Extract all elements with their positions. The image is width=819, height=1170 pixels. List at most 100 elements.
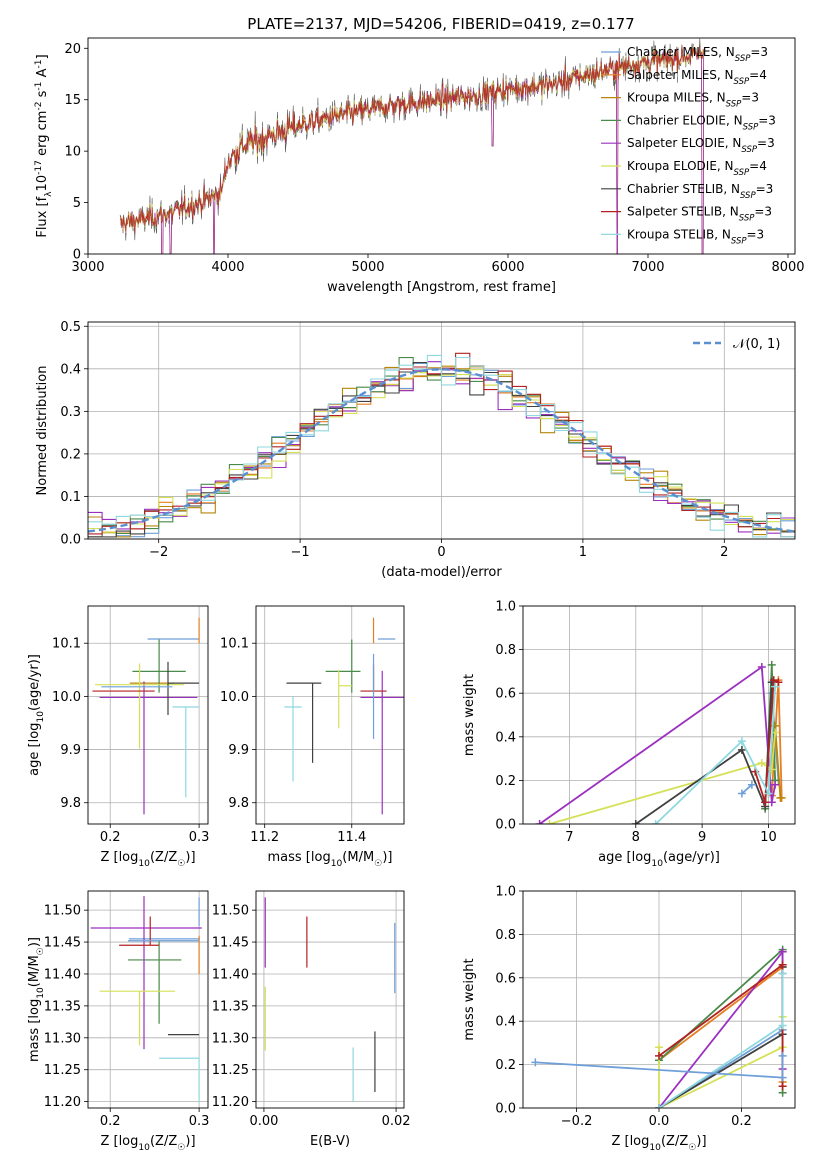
y-tick-label: 0.6 — [495, 687, 516, 702]
axes-frame — [87, 321, 796, 540]
weight-line — [658, 973, 784, 1108]
y-tick-label: 11.30 — [44, 1031, 81, 1046]
y-tick-label: 0.0 — [60, 533, 81, 548]
weight-line — [754, 678, 779, 803]
y-tick-label: 10.1 — [220, 637, 249, 652]
weight-marker — [747, 780, 756, 789]
grid — [256, 891, 404, 1108]
y-tick-label: 10.0 — [220, 690, 249, 705]
axes-frame — [255, 605, 405, 825]
weight-marker — [631, 820, 640, 824]
grid — [256, 606, 404, 824]
y-axis-label: mass [log10(M/M☉)] — [27, 937, 46, 1062]
x-tick-label: −0.2 — [561, 1114, 593, 1129]
axes-frame — [255, 890, 405, 1109]
x-axis-label: (data-model)/error — [381, 565, 502, 580]
x-tick-label: 1 — [579, 545, 587, 560]
y-axis-label: mass weight — [462, 958, 477, 1040]
x-tick-label: 8 — [632, 830, 640, 845]
x-tick-label: 2 — [720, 545, 728, 560]
y-tick-label: 11.45 — [212, 936, 249, 951]
y-tick-label: 0.0 — [495, 1102, 516, 1117]
x-axis-label: E(B-V) — [310, 1134, 350, 1149]
mass-vs-z-panel: 0.2 0.3 11.20 11.25 11.30 11.35 11.40 11.45 11.5… — [27, 890, 209, 1153]
axes-frame — [522, 890, 796, 1109]
plot-area — [531, 945, 787, 1108]
y-tick-label: 11.50 — [44, 904, 81, 919]
weight-marker — [778, 947, 787, 956]
y-tick-label: 0.2 — [495, 1058, 516, 1073]
y-tick-label: 0.2 — [495, 774, 516, 789]
x-axis-label: Z [log10(Z/Z☉)] — [100, 1134, 195, 1153]
x-axis-label: Z [log10(Z/Z☉)] — [100, 850, 195, 869]
legend-entry: Salpeter MILES, NSSP=4 — [627, 68, 767, 87]
plot-area — [92, 617, 200, 815]
axes: 0.00 0.02 11.20 11.25 11.30 11.35 11.40 11.45 11… — [212, 890, 411, 1149]
weight-marker — [545, 820, 554, 824]
weight-marker — [651, 820, 660, 824]
y-tick-label: 11.20 — [44, 1095, 81, 1110]
y-tick-label: 20 — [64, 42, 81, 57]
spectrum-panel: 3000 4000 5000 6000 7000 8000 0 5 10 15 20 waveleng… — [34, 37, 805, 295]
y-tick-label: 10.0 — [52, 690, 81, 705]
x-tick-label: 0.3 — [189, 830, 210, 845]
weight-marker — [767, 660, 776, 669]
weight-marker — [737, 737, 746, 746]
x-tick-label: 0.2 — [100, 1114, 121, 1129]
weight-marker — [764, 789, 773, 798]
x-tick-label: 6000 — [491, 260, 524, 275]
x-tick-label: 0.00 — [249, 1114, 278, 1129]
age-vs-z-panel: 0.2 0.3 9.8 9.9 10.0 10.1 Z [log10(Z/Z☉)] age [… — [27, 605, 210, 869]
weight-marker — [655, 1104, 663, 1108]
weight-marker — [776, 793, 785, 802]
x-tick-label: 7 — [565, 830, 573, 845]
weight-marker — [761, 798, 770, 807]
y-tick-label: 0.2 — [60, 447, 81, 462]
y-tick-label: 0.8 — [495, 928, 516, 943]
y-tick-label: 11.40 — [44, 967, 81, 982]
axes: 7 8 9 10 0.0 0.2 0.4 0.6 0.8 1.0 age [log10(age/yr… — [462, 600, 796, 869]
plot-area — [284, 617, 404, 815]
mass-vs-ebv-panel: 0.00 0.02 11.20 11.25 11.30 11.35 11.40 11.45 11… — [212, 890, 411, 1149]
y-tick-label: 0.0 — [495, 818, 516, 833]
y-tick-label: 5 — [73, 196, 81, 211]
axes: 11.2 11.4 9.8 9.9 10.0 10.1 mass [log10(M/M☉)] — [220, 605, 405, 869]
y-tick-label: 11.35 — [212, 999, 249, 1014]
x-tick-label: 0.0 — [649, 1114, 670, 1129]
y-tick-label: 11.35 — [44, 999, 81, 1014]
weight-marker — [531, 1058, 540, 1067]
axes-frame — [522, 605, 796, 825]
y-tick-label: 9.8 — [228, 796, 249, 811]
y-axis-label: mass weight — [462, 674, 477, 756]
axes: 3000 4000 5000 6000 7000 8000 0 5 10 15 20 waveleng… — [34, 37, 805, 295]
weight-marker — [771, 682, 780, 691]
y-tick-label: 9.9 — [60, 743, 81, 758]
weight-marker — [778, 960, 787, 969]
x-tick-label: −1 — [291, 545, 310, 560]
age-vs-mass-panel: 11.2 11.4 9.8 9.9 10.0 10.1 mass [log10(M/M☉)] — [220, 605, 405, 869]
x-tick-label: 11.2 — [250, 830, 279, 845]
weight-marker — [737, 789, 746, 798]
x-tick-label: −2 — [149, 545, 168, 560]
weight-marker — [771, 780, 780, 789]
plot-area — [264, 897, 396, 1102]
y-axis-label: Normed distribution — [35, 366, 50, 496]
axes-frame — [87, 890, 209, 1109]
legend-entry: 𝒩(0, 1) — [733, 337, 780, 352]
weight-marker — [655, 1043, 663, 1052]
y-tick-label: 0.3 — [60, 405, 81, 420]
legend-entry: Chabrier MILES, NSSP=3 — [627, 45, 768, 64]
y-tick-label: 11.50 — [212, 904, 249, 919]
weight-marker — [757, 758, 766, 767]
x-tick-label: 4000 — [211, 260, 244, 275]
axes: −0.2 0.0 0.2 0.0 0.2 0.4 0.6 0.8 1.0 Z [log10(Z/Z… — [462, 885, 796, 1153]
legend: Chabrier MILES, NSSP=3 Salpeter MILES, NS… — [601, 45, 776, 246]
weight-line — [741, 784, 753, 795]
y-axis-label: Flux [fλ10-17 erg cm-2 s-1 A-1] — [34, 54, 54, 237]
x-tick-label: 9 — [698, 830, 706, 845]
x-axis-label: age [log10(age/yr)] — [598, 850, 720, 869]
legend-entry: Salpeter ELODIE, NSSP=3 — [627, 136, 775, 155]
x-tick-label: 0.02 — [382, 1114, 411, 1129]
axes-frame — [87, 605, 209, 825]
weight-line — [658, 949, 784, 1108]
